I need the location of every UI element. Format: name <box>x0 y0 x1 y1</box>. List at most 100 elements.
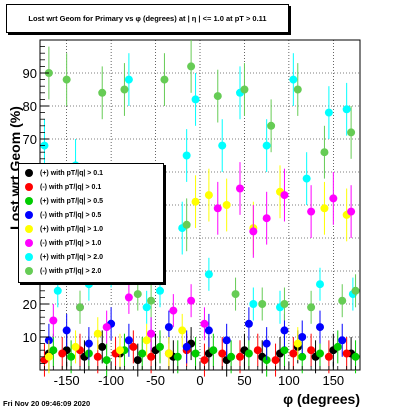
y-tick-label: 10 <box>23 330 37 345</box>
data-point <box>333 342 342 351</box>
data-point <box>67 352 76 361</box>
x-tick-label: 0 <box>196 373 203 388</box>
data-point <box>44 352 53 361</box>
data-point <box>129 342 138 351</box>
data-point <box>262 214 271 223</box>
data-point <box>227 352 236 361</box>
legend-marker <box>25 225 33 233</box>
data-point <box>191 349 200 358</box>
data-point <box>316 323 324 332</box>
data-point <box>324 108 333 117</box>
y-tick-label: 70 <box>23 132 37 147</box>
data-point <box>71 342 80 351</box>
data-point <box>351 286 360 295</box>
data-point <box>58 349 67 358</box>
data-point <box>124 75 133 84</box>
legend-marker <box>25 253 33 261</box>
data-point <box>307 346 316 355</box>
legend-entry: (+) with pT/|q| > 0.5 <box>19 196 163 207</box>
legend-label: (-) with pT/|q| > 2.0 <box>40 268 102 275</box>
legend-entry: (-) with pT/|q| > 2.0 <box>19 266 163 277</box>
data-point <box>178 326 187 335</box>
data-point <box>324 352 333 361</box>
legend-entry: (-) with pT/|q| > 1.0 <box>19 238 163 249</box>
data-point <box>342 349 351 358</box>
legend-marker <box>25 211 33 219</box>
legend-label: (-) with pT/|q| > 1.0 <box>40 240 102 247</box>
data-point <box>240 85 249 94</box>
x-axis-ticks: -150 -100 -50 0 50 100 150 <box>44 362 356 388</box>
legend-label: (-) with pT/|q| > 0.1 <box>40 184 102 191</box>
data-point <box>160 75 169 84</box>
data-point <box>138 349 147 358</box>
data-point <box>236 184 244 193</box>
data-point <box>116 346 124 355</box>
legend-marker <box>25 239 33 247</box>
legend-marker <box>25 267 33 275</box>
data-point <box>93 352 102 361</box>
data-point <box>53 286 62 295</box>
data-point <box>62 75 71 84</box>
data-points <box>40 40 360 377</box>
data-point <box>124 293 133 302</box>
data-point <box>147 296 156 305</box>
data-point <box>187 296 196 305</box>
data-point <box>200 319 209 328</box>
data-point <box>120 85 129 94</box>
legend-label: (+) with pT/|q| > 2.0 <box>40 254 104 261</box>
data-point <box>316 280 324 289</box>
series-2 <box>49 330 360 377</box>
data-point <box>164 349 173 358</box>
legend-label: (+) with pT/|q| > 0.5 <box>40 198 104 205</box>
data-point <box>204 191 213 200</box>
data-point <box>213 204 222 213</box>
data-point <box>84 339 93 348</box>
legend-marker <box>25 197 33 205</box>
legend-entry: (+) with pT/|q| > 2.0 <box>19 252 163 263</box>
data-point <box>307 207 316 216</box>
data-point <box>298 352 307 361</box>
data-point <box>280 191 289 200</box>
legend-entry: (-) with pT/|q| > 0.5 <box>19 210 163 221</box>
legend-marker <box>25 169 33 177</box>
data-point <box>93 329 102 338</box>
legend-entry: (+) with pT/|q| > 1.0 <box>19 224 163 235</box>
data-point <box>98 342 107 351</box>
data-point <box>164 323 173 332</box>
data-point <box>253 346 262 355</box>
data-point <box>329 194 338 203</box>
data-point <box>124 336 133 345</box>
x-axis-label: φ (degrees) <box>283 391 360 407</box>
data-point <box>347 128 356 137</box>
data-point <box>169 306 178 315</box>
data-point <box>222 336 231 345</box>
data-point <box>271 356 280 365</box>
data-point <box>142 303 151 312</box>
data-point <box>182 151 191 160</box>
data-point <box>147 352 156 361</box>
y-tick-label: 20 <box>23 297 37 312</box>
data-point <box>347 207 356 216</box>
data-point <box>191 197 200 206</box>
data-point <box>280 346 289 355</box>
chart-title: Lost wrt Geom for Primary vs φ (degrees)… <box>6 4 289 33</box>
data-point <box>76 303 84 312</box>
data-point <box>231 290 240 299</box>
data-point <box>147 329 156 338</box>
x-tick-label: 100 <box>278 373 300 388</box>
data-point <box>244 349 253 358</box>
data-point <box>262 141 271 150</box>
data-point <box>280 326 289 335</box>
data-point <box>209 346 218 355</box>
y-tick-label: 80 <box>23 99 37 114</box>
data-point <box>222 201 231 209</box>
data-point <box>204 270 213 279</box>
data-point <box>244 319 253 328</box>
data-point <box>258 300 267 308</box>
legend-entry: (+) with pT/|q| > 0.1 <box>19 168 163 179</box>
series-7 <box>44 40 360 324</box>
data-point <box>289 75 298 84</box>
data-point <box>156 286 164 295</box>
x-tick-label: 50 <box>237 373 251 388</box>
